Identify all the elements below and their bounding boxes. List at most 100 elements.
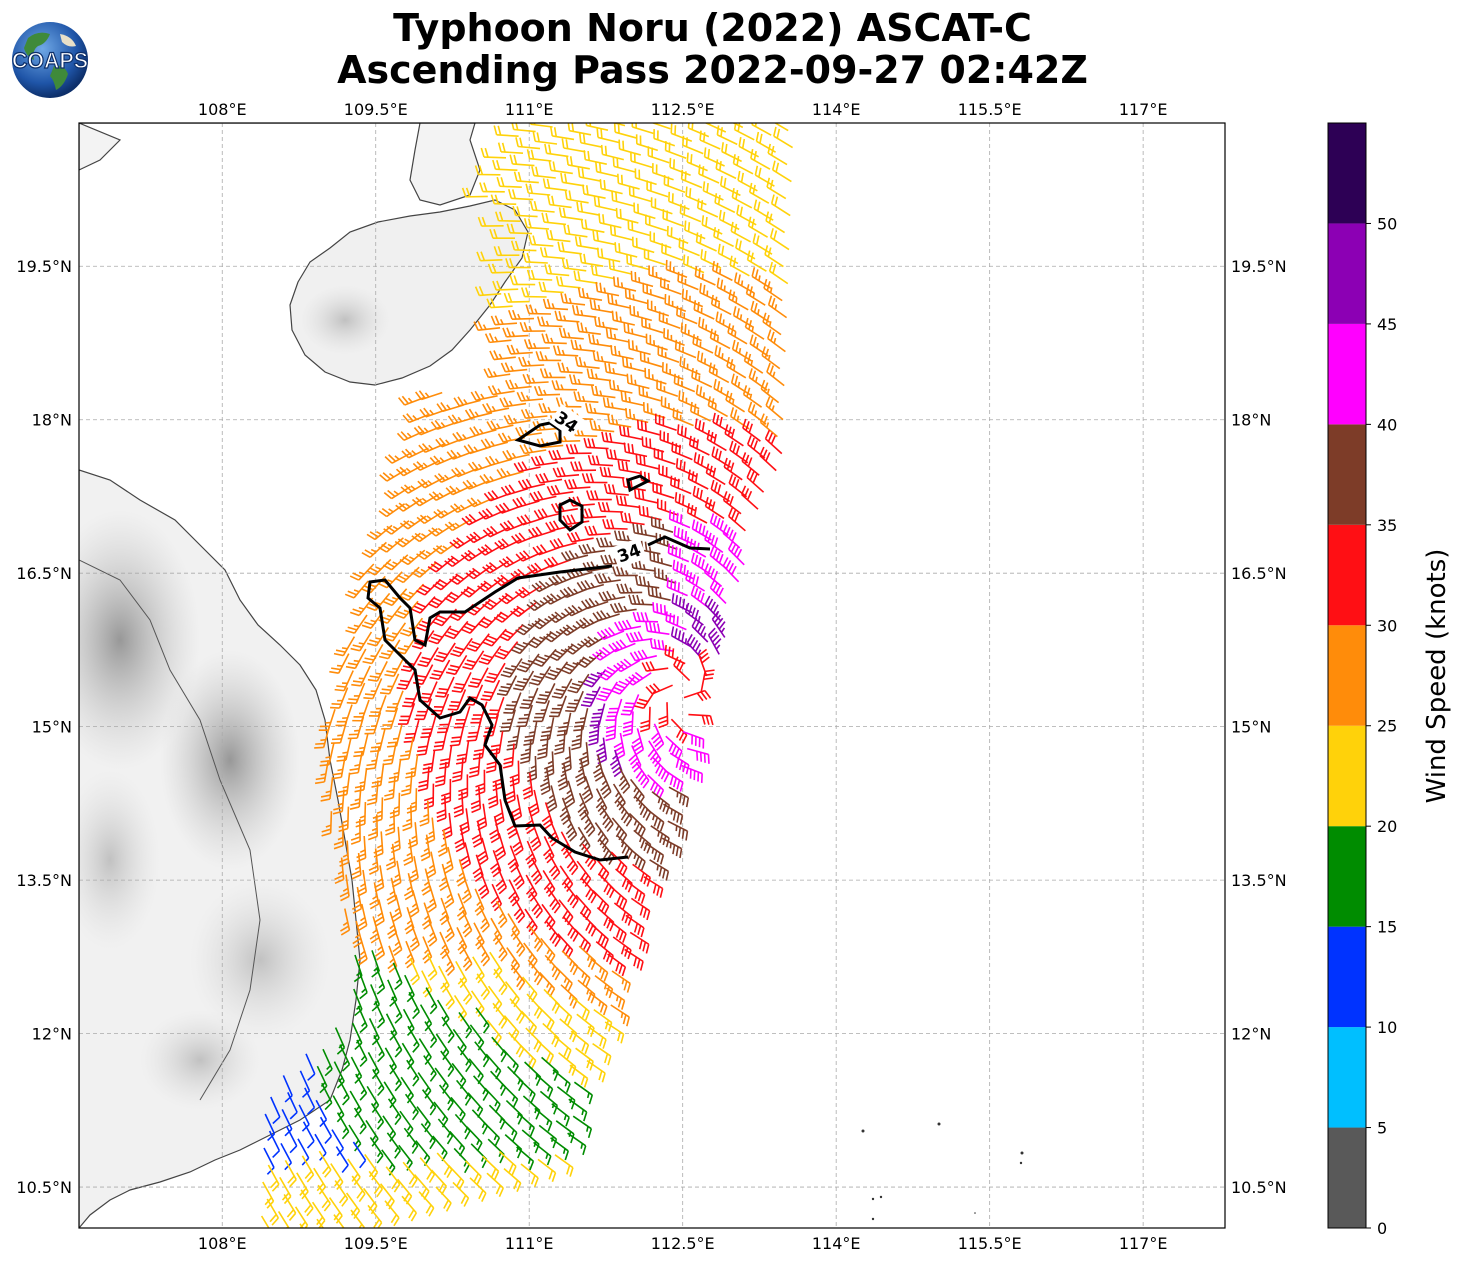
wind-barb [733, 123, 755, 141]
colorbar-bin [1328, 1027, 1366, 1128]
wind-barb [416, 1106, 431, 1133]
wind-barb [684, 220, 706, 240]
wind-barb [684, 602, 704, 626]
wind-barb [611, 817, 628, 844]
wind-barb [515, 550, 543, 562]
wind-barb [723, 457, 743, 481]
wind-barb [557, 763, 569, 791]
wind-barb [516, 391, 544, 402]
wind-barb [672, 407, 694, 427]
wind-barb [551, 678, 573, 699]
wind-barb [381, 1149, 396, 1176]
wind-barb [532, 131, 558, 145]
wind-barb [498, 624, 524, 642]
wind-barb [573, 270, 598, 284]
wind-barb [461, 876, 472, 904]
wind-barb [428, 523, 455, 537]
wind-barb [607, 953, 627, 977]
country-border [79, 559, 261, 1101]
wind-barb [632, 523, 657, 538]
wind-barb [533, 508, 561, 520]
wind-barb [575, 759, 587, 787]
wind-barb [650, 123, 671, 130]
wind-barb [748, 182, 770, 204]
wind-barb [569, 1064, 589, 1088]
wind-barb [541, 903, 556, 931]
wind-barb [407, 1025, 420, 1053]
wind-barb [699, 283, 721, 303]
wind-barb [668, 786, 690, 808]
wind-barb [530, 857, 543, 885]
wind-barb [692, 485, 713, 507]
wind-barb [386, 1132, 401, 1159]
wind-barb [692, 334, 714, 354]
wind-barb [609, 749, 623, 778]
wind-barb [362, 644, 384, 665]
wind-barb [369, 882, 380, 910]
wind-barb [643, 876, 664, 898]
wind-barb [575, 1047, 594, 1071]
wind-barb [436, 795, 447, 823]
wind-barb [710, 294, 732, 316]
wind-barb [409, 923, 420, 952]
wind-barb [435, 1033, 450, 1061]
wind-barb [648, 265, 671, 283]
wind-barb [426, 851, 437, 879]
wind-barb [682, 254, 705, 274]
wind-barb [649, 231, 672, 249]
wind-barb [437, 829, 448, 857]
wind-barb [624, 288, 648, 305]
wind-barb [495, 900, 508, 929]
colorbar-tick-label: 20 [1377, 817, 1397, 836]
wind-barb [635, 453, 659, 470]
wind-barb [762, 312, 782, 336]
wind-barb [500, 1117, 518, 1142]
wind-barb [401, 1195, 418, 1222]
wind-barb [656, 498, 679, 516]
wind-barb [486, 298, 513, 309]
wind-barb [484, 332, 512, 344]
wind-barb [551, 380, 578, 391]
wind-barb [589, 420, 615, 433]
wind-barb [526, 269, 553, 281]
wind-barb [336, 1112, 350, 1140]
wind-barb [486, 1172, 504, 1198]
colorbar-bin [1328, 826, 1366, 927]
wind-barb [404, 1093, 419, 1121]
wind-barb [368, 1018, 380, 1046]
wind-barb [489, 350, 516, 361]
wind-barb [670, 475, 692, 495]
wind-barb [518, 1078, 536, 1104]
wind-barb [740, 485, 759, 510]
wind-barb [474, 1041, 490, 1068]
wind-barb [557, 241, 582, 255]
wind-barb [619, 425, 643, 441]
wind-barb [366, 780, 379, 806]
colorbar-bin [1328, 1127, 1366, 1228]
wind-barb [492, 159, 518, 171]
wind-barb [451, 672, 472, 693]
wind-barb [480, 438, 509, 449]
colorbar-tick-label: 15 [1377, 918, 1397, 937]
wind-barb [508, 879, 520, 907]
wind-barb [630, 897, 651, 921]
wind-barb [543, 836, 555, 864]
wind-barb [365, 1119, 379, 1147]
wind-barb [333, 1214, 345, 1228]
wind-barb [609, 602, 637, 614]
wind-barb [329, 653, 350, 674]
wind-barb [700, 669, 715, 694]
wind-barb [691, 617, 709, 643]
wind-barb [476, 973, 490, 1001]
wind-barb [438, 1084, 454, 1111]
wind-barb [318, 1150, 332, 1178]
wind-barb [390, 1030, 403, 1058]
wind-barb [383, 486, 411, 500]
colorbar-tick-label: 45 [1377, 315, 1397, 334]
colorbar-bin [1328, 323, 1366, 425]
wind-barb [583, 150, 607, 165]
wind-barb [526, 597, 554, 612]
wind-barb [548, 853, 561, 881]
wind-barb [594, 573, 621, 584]
wind-barb [576, 860, 592, 887]
